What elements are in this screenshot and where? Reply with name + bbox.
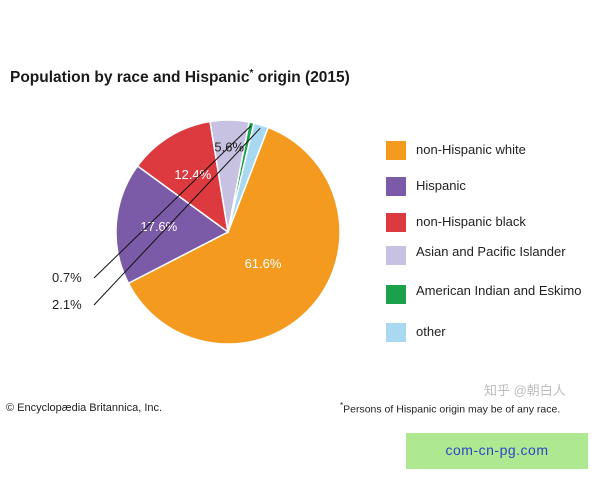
pie-slice-non-hispanic-black	[136, 120, 230, 234]
legend-swatch	[386, 246, 406, 265]
footnote: *Persons of Hispanic origin may be of an…	[340, 401, 560, 416]
banner-text: com-cn-pg.com	[445, 442, 549, 458]
leader-line-american-indian-and-eskimo	[93, 125, 252, 279]
legend-swatch	[386, 285, 406, 304]
pie-slice-non-hispanic-white	[127, 126, 341, 345]
footnote-asterisk: *	[340, 401, 344, 410]
watermark-text: 知乎 @朝白人	[484, 383, 566, 398]
legend-label: non-Hispanic white	[416, 142, 526, 157]
domain-banner[interactable]: com-cn-pg.com	[406, 433, 588, 469]
leader-line-other	[93, 127, 261, 306]
pie-label-hispanic: 17.6%	[140, 219, 177, 234]
pie-slice-other	[227, 122, 270, 233]
pie-label-non-hispanic-white: 61.6%	[245, 256, 282, 271]
pie-slice-hispanic	[115, 164, 230, 285]
legend-swatch	[386, 141, 406, 160]
chart-title-text: Population by race and Hispanic	[10, 69, 250, 87]
legend-label: non-Hispanic black	[416, 214, 526, 229]
legend-label: Hispanic	[416, 178, 466, 193]
chart-title: Population by race and Hispanic* origin …	[10, 68, 350, 87]
legend-label: American Indian and Eskimo	[416, 283, 582, 298]
pie-label-american-indian-and-eskimo: 0.7%	[52, 270, 82, 285]
legend-label: other	[416, 324, 446, 339]
pie-label-non-hispanic-black: 12.4%	[174, 167, 211, 182]
legend-swatch	[386, 213, 406, 232]
footnote-text: Persons of Hispanic origin may be of any…	[343, 403, 561, 416]
legend-swatch	[386, 177, 406, 196]
pie-label-other: 2.1%	[52, 297, 82, 312]
chart-title-asterisk: *	[249, 68, 254, 79]
chart-title-tail: origin (2015)	[257, 69, 350, 87]
legend-swatch	[386, 323, 406, 342]
copyright-text: © Encyclopædia Britannica, Inc.	[6, 402, 163, 414]
legend-label: Asian and Pacific Islander	[416, 244, 566, 259]
